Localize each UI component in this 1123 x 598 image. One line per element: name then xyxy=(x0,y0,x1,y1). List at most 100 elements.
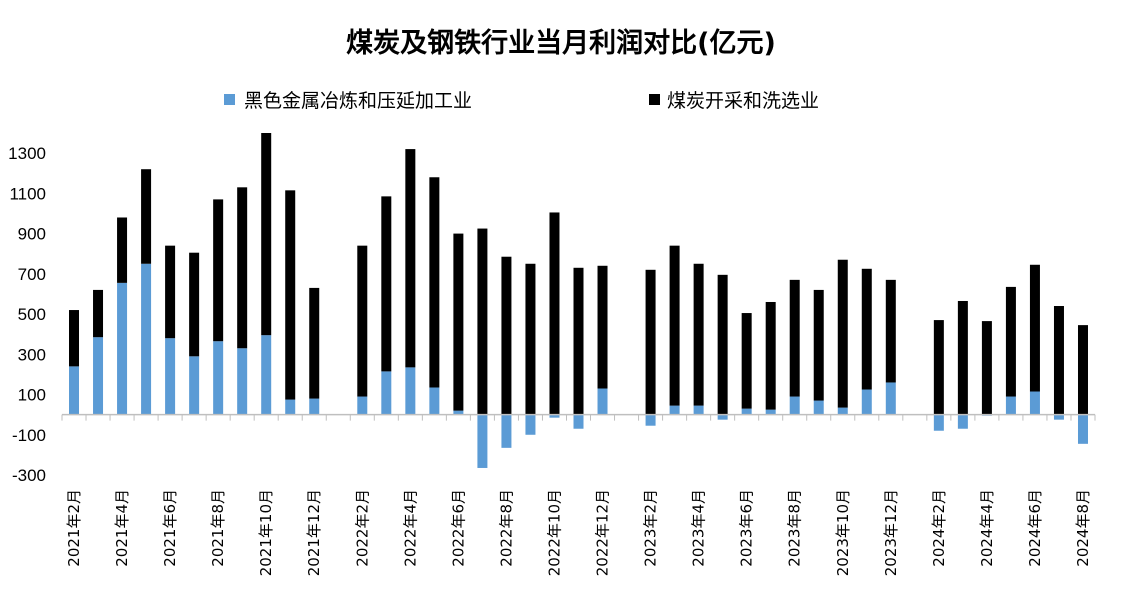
y-tick-label: 1300 xyxy=(8,144,46,163)
bar-steel xyxy=(717,414,728,420)
bar-steel xyxy=(165,338,176,415)
x-tick-label: 2021年2月 xyxy=(65,489,83,567)
bar-steel xyxy=(573,414,584,429)
x-tick-label: 2021年4月 xyxy=(113,489,131,567)
bar-coal xyxy=(573,267,584,415)
bar-steel xyxy=(549,414,560,418)
bar-steel xyxy=(117,282,128,415)
bar-steel xyxy=(237,348,248,415)
bar-steel xyxy=(261,335,272,415)
bar-steel xyxy=(1005,396,1016,415)
bar-coal xyxy=(93,289,104,338)
x-tick-label: 2024年8月 xyxy=(1074,489,1092,567)
bar-coal xyxy=(693,263,704,406)
bar-steel xyxy=(381,371,392,415)
bar-coal xyxy=(813,289,824,401)
bar-steel xyxy=(69,366,80,415)
bar-steel xyxy=(1053,414,1064,420)
bar-coal xyxy=(1077,325,1088,415)
y-tick-label: -300 xyxy=(12,466,46,485)
bar-steel xyxy=(837,407,848,415)
bars xyxy=(69,133,1088,468)
bar-steel xyxy=(861,389,872,415)
x-tick-label: 2022年12月 xyxy=(594,489,612,576)
bar-steel xyxy=(765,409,776,415)
x-tick-label: 2023年8月 xyxy=(786,489,804,567)
bar-coal xyxy=(1005,286,1016,397)
chart-title: 煤炭及钢铁行业当月利润对比(亿元) xyxy=(346,27,776,59)
bar-steel xyxy=(141,263,152,415)
x-tick-label: 2022年8月 xyxy=(497,489,515,567)
bar-coal xyxy=(957,300,968,415)
bar-coal xyxy=(981,321,992,415)
bar-steel xyxy=(741,408,752,415)
bar-coal xyxy=(141,169,152,264)
bar-coal xyxy=(837,259,848,408)
y-tick-label: 500 xyxy=(18,305,46,324)
y-tick-label: 900 xyxy=(18,225,46,244)
x-tick-label: 2023年2月 xyxy=(642,489,660,567)
legend-swatch-steel xyxy=(224,94,235,105)
bar-coal xyxy=(381,196,392,372)
bar-coal xyxy=(645,269,656,415)
bar-steel xyxy=(669,405,680,415)
bar-coal xyxy=(165,245,176,339)
bar-coal xyxy=(525,263,536,415)
bar-steel xyxy=(885,382,896,415)
x-tick-label: 2024年4月 xyxy=(978,489,996,567)
x-tick-label: 2023年6月 xyxy=(738,489,756,567)
bar-steel xyxy=(453,410,464,415)
legend: 黑色金属冶炼和压延加工业 煤炭开采和洗选业 xyxy=(224,90,819,112)
bar-steel xyxy=(189,356,200,415)
x-tick-label: 2022年2月 xyxy=(353,489,371,567)
x-tick-label: 2024年2月 xyxy=(930,489,948,567)
bar-steel xyxy=(477,414,488,468)
bar-coal xyxy=(1029,264,1040,392)
bar-coal xyxy=(549,212,560,415)
bar-coal xyxy=(189,252,200,357)
y-tick-label: 700 xyxy=(18,265,46,284)
bar-coal xyxy=(429,177,440,388)
bar-coal xyxy=(213,199,224,342)
bar-coal xyxy=(117,217,128,283)
y-tick-label: 1100 xyxy=(9,184,46,203)
bar-steel xyxy=(357,396,368,415)
bar-coal xyxy=(885,279,896,383)
bar-steel xyxy=(813,400,824,415)
bar-steel xyxy=(1029,391,1040,415)
y-axis-ticks: -300 -100 100 300 500 700 900 1100 1300 xyxy=(8,144,46,485)
bar-steel xyxy=(933,414,944,431)
bar-steel xyxy=(429,387,440,415)
bar-coal xyxy=(501,256,512,415)
bar-steel xyxy=(693,405,704,415)
bar-coal xyxy=(789,279,800,397)
bar-coal xyxy=(765,301,776,410)
bar-steel xyxy=(501,414,512,448)
legend-swatch-coal xyxy=(649,94,660,105)
y-tick-label: 300 xyxy=(18,345,46,364)
bar-coal xyxy=(261,133,272,336)
bar-coal xyxy=(309,287,320,399)
x-axis-ticks: 2021年2月 2021年4月 2021年6月 2021年8月 2021年10月 2021… xyxy=(61,414,1096,576)
bar-steel xyxy=(597,388,608,415)
bar-steel xyxy=(405,367,416,415)
x-tick-label: 2023年12月 xyxy=(882,489,900,576)
bar-coal xyxy=(69,310,80,367)
y-tick-label: -100 xyxy=(12,426,46,445)
x-tick-label: 2023年4月 xyxy=(690,489,708,567)
y-tick-label: 100 xyxy=(18,386,46,405)
bar-coal xyxy=(357,245,368,397)
bar-steel xyxy=(1077,414,1088,444)
bar-steel xyxy=(525,414,536,435)
x-tick-label: 2021年8月 xyxy=(209,489,227,567)
bar-coal xyxy=(717,274,728,415)
bar-coal xyxy=(861,268,872,390)
bar-coal xyxy=(597,265,608,389)
bar-coal xyxy=(741,313,752,409)
x-tick-label: 2023年10月 xyxy=(834,489,852,576)
bar-steel xyxy=(957,414,968,429)
bar-coal xyxy=(477,228,488,415)
legend-label-coal: 煤炭开采和洗选业 xyxy=(667,90,819,112)
legend-label-steel: 黑色金属冶炼和压延加工业 xyxy=(244,90,472,112)
